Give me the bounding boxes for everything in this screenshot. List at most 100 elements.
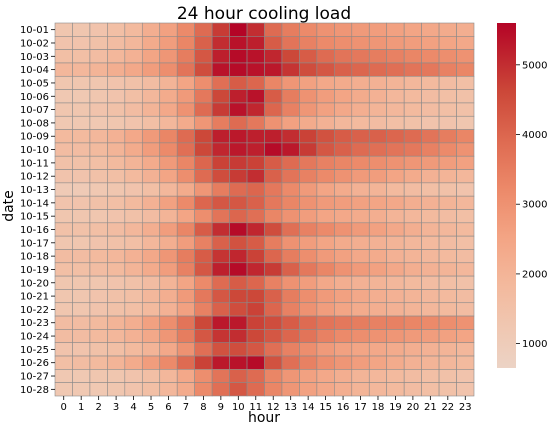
heatmap-cell — [246, 129, 265, 144]
heatmap-cell — [141, 169, 161, 184]
heatmap-cell — [107, 89, 126, 104]
heatmap-cell — [72, 22, 91, 37]
heatmap-cell — [194, 195, 213, 210]
heatmap-cell — [421, 89, 440, 104]
heatmap-cell — [194, 275, 213, 290]
heatmap-cell — [438, 89, 457, 104]
y-tick-label: 10-12 — [20, 172, 49, 183]
heatmap-cell — [54, 195, 73, 210]
heatmap-cell — [54, 102, 73, 117]
x-tick-label: 15 — [319, 402, 332, 413]
heatmap-cell — [107, 115, 126, 130]
heatmap-cell — [54, 182, 73, 197]
heatmap-cell — [316, 195, 335, 210]
heatmap-cell — [141, 115, 161, 130]
heatmap-cell — [124, 355, 143, 370]
heatmap-cell — [54, 209, 73, 224]
x-tick-label: 9 — [218, 402, 224, 413]
heatmap-cell — [89, 62, 108, 77]
heatmap-cell — [159, 369, 178, 383]
y-tick-label: 10-01 — [20, 25, 49, 36]
heatmap-cell — [264, 129, 283, 144]
heatmap-cell — [211, 89, 230, 104]
heatmap-cell — [368, 289, 388, 304]
heatmap-cell — [316, 49, 335, 64]
heatmap-cell — [264, 195, 283, 210]
heatmap-cell — [72, 302, 91, 317]
heatmap-cell — [386, 22, 405, 37]
heatmap-cell — [456, 289, 475, 304]
heatmap-cell — [316, 142, 335, 157]
heatmap-cell — [89, 355, 108, 370]
heatmap-cell — [264, 289, 283, 304]
heatmap-cell — [54, 129, 73, 144]
heatmap-cell — [386, 329, 405, 344]
heatmap-cell — [72, 36, 91, 50]
heatmap-cell — [438, 275, 457, 290]
heatmap-cell — [281, 75, 300, 90]
heatmap-cell — [368, 49, 388, 64]
heatmap-cell — [351, 142, 370, 157]
heatmap-cell — [107, 195, 126, 210]
heatmap-cell — [246, 49, 265, 64]
heatmap-cell — [246, 75, 265, 90]
heatmap-cell — [246, 182, 265, 197]
heatmap-cell — [211, 155, 230, 170]
heatmap-cell — [141, 302, 161, 317]
heatmap-cell — [194, 249, 213, 264]
heatmap-cell — [194, 155, 213, 170]
heatmap-cell — [403, 382, 422, 397]
heatmap-cell — [334, 36, 353, 50]
heatmap-cell — [299, 355, 318, 370]
heatmap-cell — [54, 249, 73, 264]
heatmap-cell — [211, 169, 230, 184]
heatmap-cell — [368, 369, 388, 383]
heatmap-cell — [316, 249, 335, 264]
heatmap-cell — [72, 289, 91, 304]
heatmap-cell — [194, 169, 213, 184]
y-tick-label: 10-06 — [20, 92, 49, 103]
heatmap-cell — [194, 49, 213, 64]
heatmap-cell — [72, 262, 91, 277]
heatmap-cell — [229, 262, 248, 277]
heatmap-cell — [316, 289, 335, 304]
heatmap-cell — [229, 195, 248, 210]
heatmap-cell — [89, 195, 108, 210]
heatmap-cell — [386, 369, 405, 383]
heatmap-cell — [386, 235, 405, 250]
heatmap-cell — [456, 342, 475, 357]
heatmap-cell — [72, 89, 91, 104]
heatmap-cell — [351, 182, 370, 197]
x-tick-label: 20 — [407, 402, 420, 413]
heatmap-cell — [107, 102, 126, 117]
heatmap-cell — [456, 89, 475, 104]
heatmap-cell — [176, 36, 195, 50]
heatmap-cell — [386, 209, 405, 224]
heatmap-cell — [316, 355, 335, 370]
chart-title: 24 hour cooling load — [177, 4, 351, 24]
heatmap-cell — [211, 329, 230, 344]
heatmap-cell — [334, 89, 353, 104]
heatmap-cell — [316, 102, 335, 117]
heatmap-cell — [316, 155, 335, 170]
heatmap-cell — [368, 222, 388, 237]
colorbar-tick-label: 5000 — [522, 60, 547, 71]
y-tick-label: 10-21 — [20, 292, 49, 303]
heatmap-cell — [211, 222, 230, 237]
heatmap-cell — [229, 142, 248, 157]
heatmap-cell — [299, 62, 318, 77]
heatmap-cell — [176, 249, 195, 264]
heatmap-cell — [194, 235, 213, 250]
heatmap-cell — [456, 195, 475, 210]
heatmap-cell — [211, 75, 230, 90]
heatmap-cell — [54, 169, 73, 184]
heatmap-cell — [403, 315, 422, 330]
heatmap-cell — [246, 369, 265, 383]
heatmap-cell — [72, 75, 91, 90]
heatmap-cell — [368, 89, 388, 104]
heatmap-cell — [403, 89, 422, 104]
heatmap-cell — [107, 289, 126, 304]
y-tick-label: 10-07 — [20, 105, 49, 116]
heatmap-cell — [141, 22, 161, 37]
heatmap-cell — [386, 355, 405, 370]
